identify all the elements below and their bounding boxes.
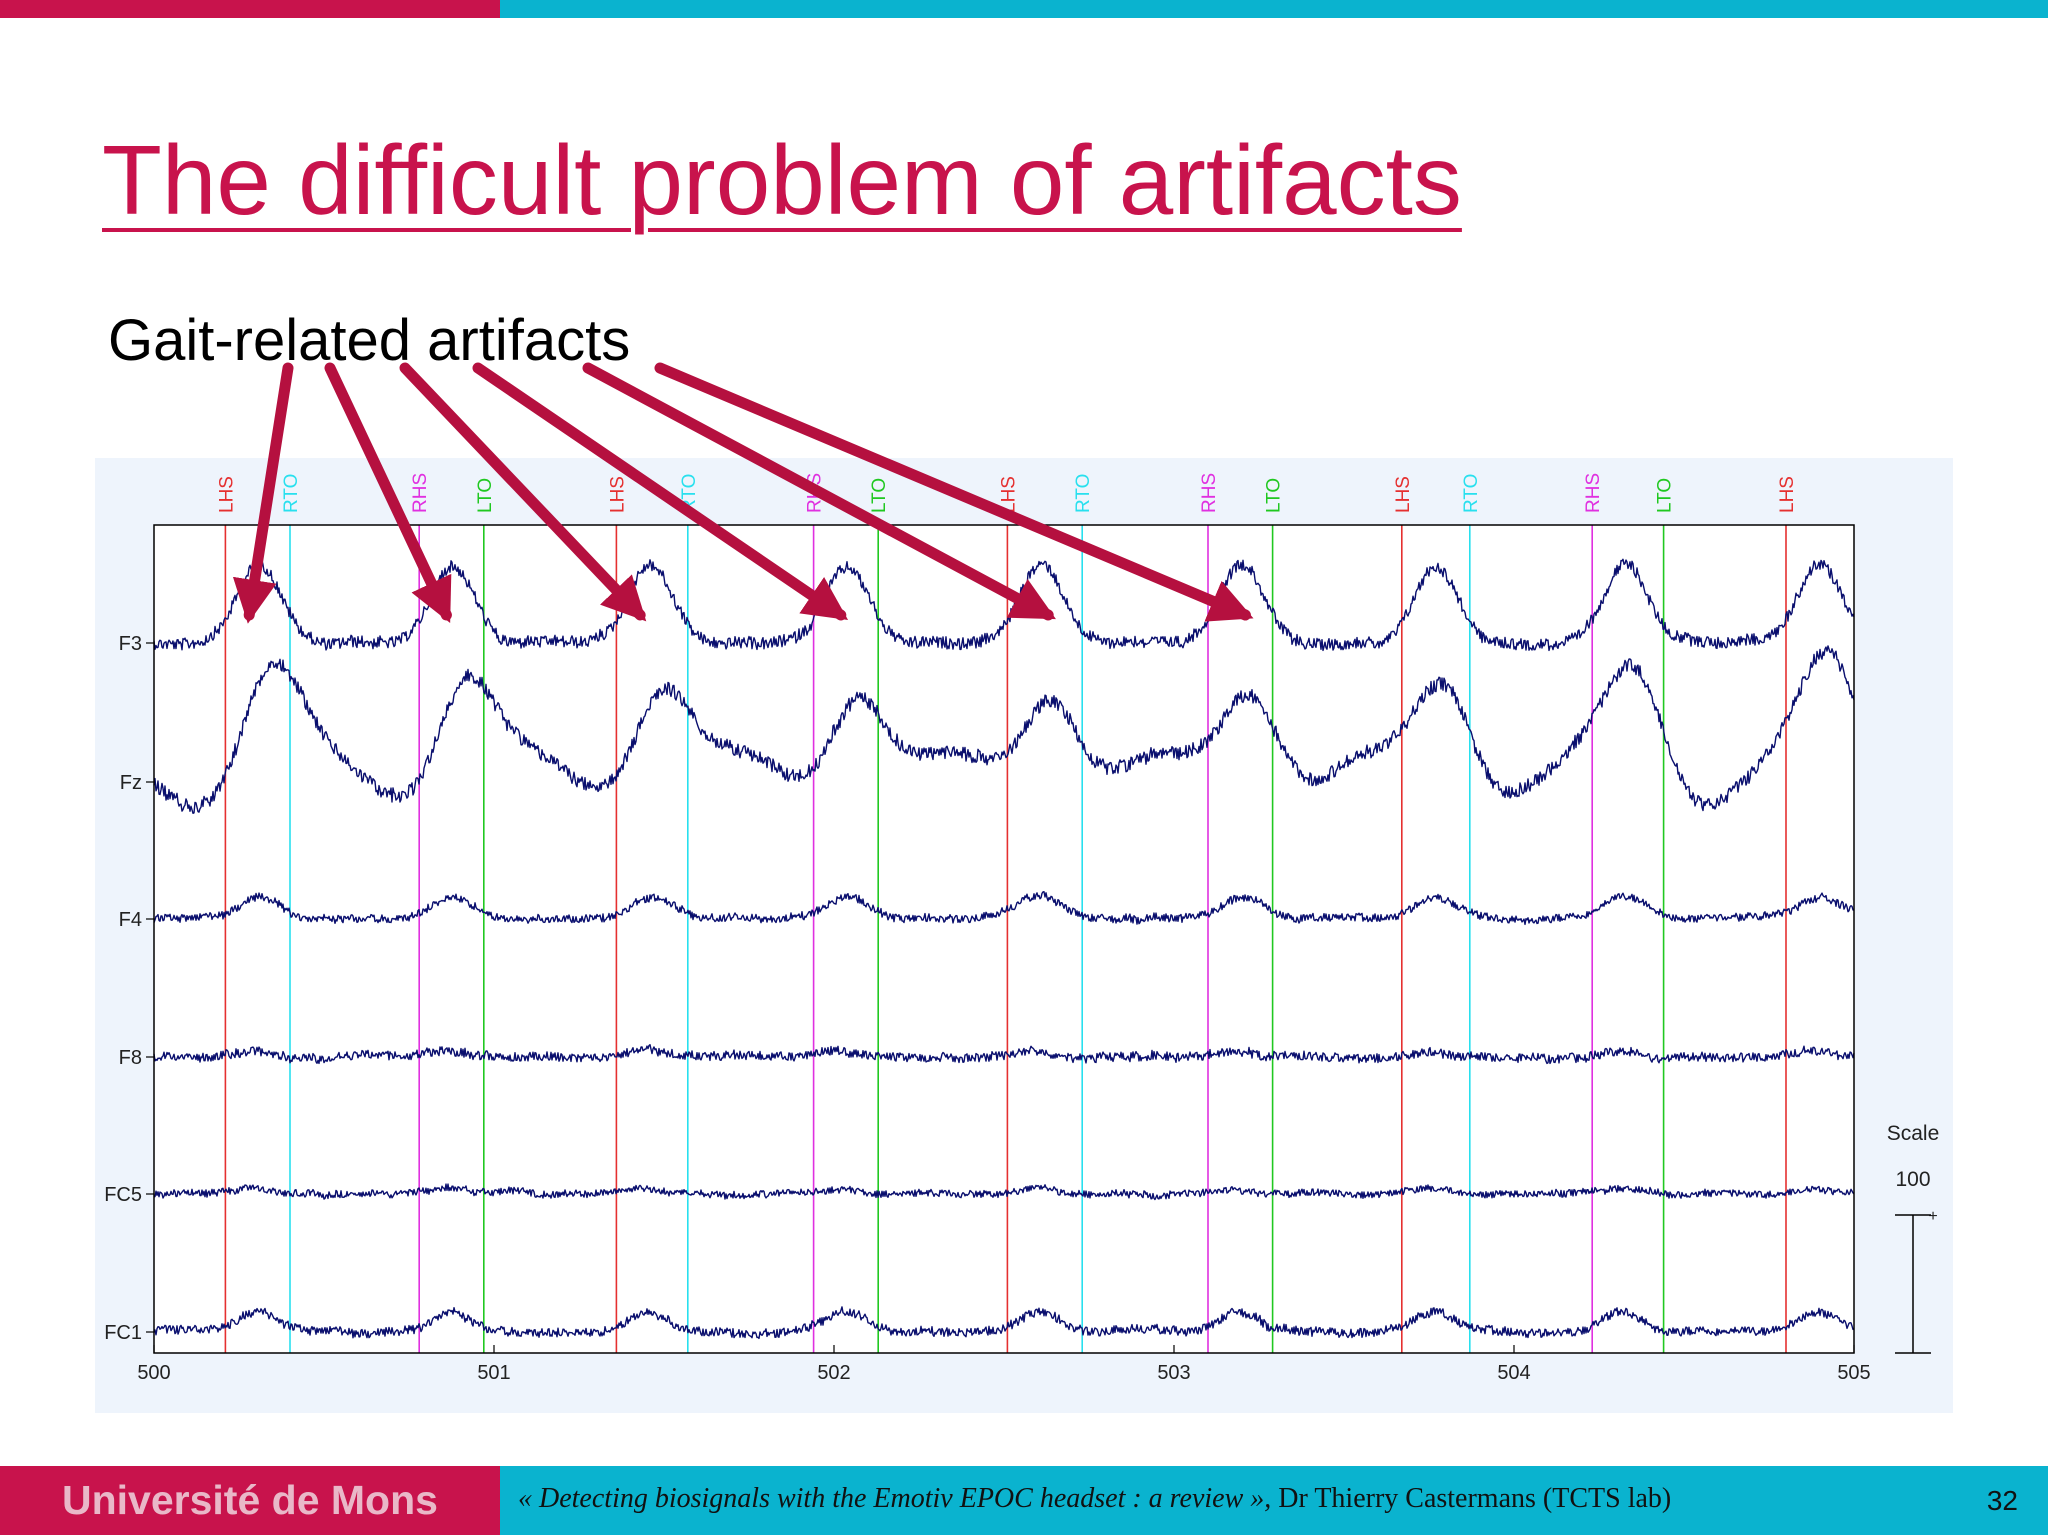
x-tick-label: 501 [477,1362,510,1384]
event-label-lhs: LHS [1777,476,1798,513]
eeg-trace-f4 [153,891,1855,926]
eeg-trace-fz [153,645,1855,814]
channel-label-f4: F4 [119,909,142,931]
eeg-gait-figure: LHS RTO RHS LTO LHS RTO RHS LTO LHS RTO RHS LTO LHS R… [95,458,1953,1413]
event-label-rhs: RHS [805,473,826,513]
channel-label-f8: F8 [119,1047,142,1069]
citation-author: Dr Thierry Castermans (TCTS lab) [1271,1483,1672,1514]
scale-indicator: Scale 100 + [1887,1122,1940,1354]
slide-title: The difficult problem of artifacts [102,125,1462,235]
eeg-trace-fc1 [153,1306,1855,1340]
eeg-traces-group [153,558,1855,1340]
event-label-lhs: LHS [216,476,237,513]
event-label-lto: LTO [475,478,496,513]
page-number: 32 [1986,1485,2018,1516]
event-label-lhs: LHS [998,476,1019,513]
university-name: Université de Mons [62,1477,438,1523]
channel-labels-group: F3 Fz F4 F8 FC5 FC1 [104,633,154,1344]
x-axis-ticks-group: 500 501 502 503 504 505 [137,1345,1871,1384]
x-tick-label: 505 [1837,1362,1870,1384]
event-label-lhs: LHS [607,476,628,513]
event-label-rhs: RHS [410,473,431,513]
eeg-trace-fc5 [153,1183,1855,1201]
top-color-bar [0,0,2048,18]
plot-area [154,525,1854,1353]
scale-sign: + [1928,1208,1937,1225]
citation: « Detecting biosignals with the Emotiv E… [518,1482,1671,1516]
event-label-rhs: RHS [1199,473,1220,513]
footer-citation-block: « Detecting biosignals with the Emotiv E… [500,1466,2048,1535]
event-label-rto: RTO [1461,474,1482,513]
footer-bar: Université de Mons « Detecting biosignal… [0,1466,2048,1535]
channel-label-fz: Fz [120,772,142,794]
top-bar-red-segment [0,0,500,18]
footer-university-block: Université de Mons [0,1466,500,1535]
channel-label-fc1: FC1 [104,1322,142,1344]
slide-subtitle: Gait-related artifacts [108,308,631,373]
event-label-lto: LTO [1655,478,1676,513]
event-label-rto: RTO [679,474,700,513]
event-label-rto: RTO [281,474,302,513]
channel-label-f3: F3 [119,633,142,655]
x-tick-label: 504 [1497,1362,1530,1384]
channel-label-fc5: FC5 [104,1184,142,1206]
event-label-rto: RTO [1073,474,1094,513]
event-label-lto: LTO [1264,478,1285,513]
top-bar-cyan-segment [500,0,2048,18]
x-tick-label: 500 [137,1362,170,1384]
scale-label: Scale [1887,1122,1940,1145]
event-label-lhs: LHS [1393,476,1414,513]
x-tick-label: 502 [817,1362,850,1384]
x-tick-label: 503 [1157,1362,1190,1384]
event-label-rhs: RHS [1583,473,1604,513]
citation-title: « Detecting biosignals with the Emotiv E… [518,1483,1272,1514]
scale-value: 100 [1895,1168,1930,1191]
event-lines-group [224,525,1787,1353]
eeg-trace-f8 [153,1044,1855,1065]
event-label-lto: LTO [869,478,890,513]
